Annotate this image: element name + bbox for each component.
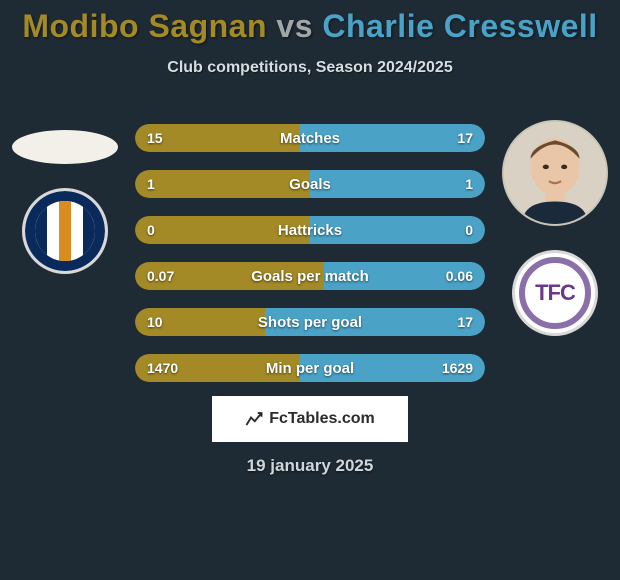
stat-label: Shots per goal: [258, 314, 362, 331]
subtitle: Club competitions, Season 2024/2025: [0, 59, 620, 77]
stat-label: Goals per match: [251, 268, 369, 285]
stat-bar-right: [310, 170, 485, 198]
player1-column: [6, 120, 124, 274]
stat-value-right: 1629: [442, 360, 473, 376]
player2-avatar: [502, 120, 608, 226]
stat-value-left: 0.07: [147, 268, 174, 284]
stat-value-right: 17: [457, 314, 473, 330]
stat-value-right: 0.06: [446, 268, 473, 284]
stat-value-right: 0: [465, 222, 473, 238]
stat-bar-left: [135, 170, 310, 198]
tfc-ring: [519, 257, 591, 329]
player1-team-badge: [22, 188, 108, 274]
footer-site-badge: FcTables.com: [212, 396, 408, 442]
title-vs: vs: [276, 8, 313, 44]
stat-row: 1 1 Goals: [135, 170, 485, 198]
footer-site-text: FcTables.com: [269, 410, 375, 428]
title-player2: Charlie Cresswell: [322, 8, 597, 44]
stat-row: 10 17 Shots per goal: [135, 308, 485, 336]
title-player1: Modibo Sagnan: [22, 8, 267, 44]
player1-avatar: [12, 130, 118, 164]
stat-value-right: 17: [457, 130, 473, 146]
stat-value-left: 10: [147, 314, 163, 330]
chart-icon: [245, 410, 263, 428]
stat-row: 0 0 Hattricks: [135, 216, 485, 244]
stat-label: Matches: [280, 130, 340, 147]
mhsc-stripes: [35, 201, 95, 261]
stats-list: 15 17 Matches 1 1 Goals 0 0 Hattricks 0.07 0.06 Goa…: [135, 124, 485, 382]
player2-team-badge: TFC: [512, 250, 598, 336]
footer-date: 19 january 2025: [0, 456, 620, 476]
stat-label: Hattricks: [278, 222, 342, 239]
stat-row: 0.07 0.06 Goals per match: [135, 262, 485, 290]
stat-value-left: 0: [147, 222, 155, 238]
stat-value-left: 15: [147, 130, 163, 146]
comparison-card: Modibo Sagnan vs Charlie Cresswell Club …: [0, 0, 620, 580]
stat-row: 1470 1629 Min per goal: [135, 354, 485, 382]
stat-label: Goals: [289, 176, 331, 193]
stat-value-right: 1: [465, 176, 473, 192]
player2-column: TFC: [496, 120, 614, 336]
stat-value-left: 1470: [147, 360, 178, 376]
stat-label: Min per goal: [266, 360, 354, 377]
page-title: Modibo Sagnan vs Charlie Cresswell: [0, 0, 620, 45]
stat-value-left: 1: [147, 176, 155, 192]
stat-row: 15 17 Matches: [135, 124, 485, 152]
player2-face-icon: [504, 122, 606, 224]
